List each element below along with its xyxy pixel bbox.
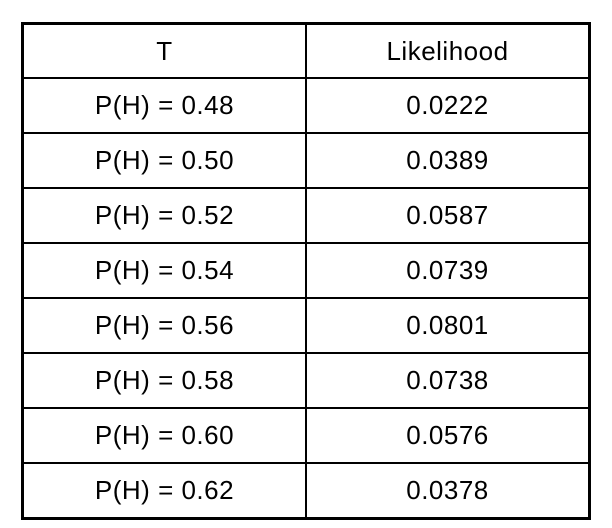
t-cell: P(H) = 0.48: [21, 77, 307, 134]
t-cell: P(H) = 0.56: [21, 297, 307, 354]
table-row: P(H) = 0.62 0.0378: [21, 462, 591, 520]
table-row: P(H) = 0.54 0.0739: [21, 242, 591, 299]
likelihood-cell: 0.0378: [305, 462, 591, 520]
likelihood-cell: 0.0587: [305, 187, 591, 244]
likelihood-cell: 0.0222: [305, 77, 591, 134]
t-cell: P(H) = 0.58: [21, 352, 307, 409]
t-cell: P(H) = 0.52: [21, 187, 307, 244]
table-row: P(H) = 0.48 0.0222: [21, 77, 591, 134]
table-row: P(H) = 0.60 0.0576: [21, 407, 591, 464]
t-cell: P(H) = 0.62: [21, 462, 307, 520]
table-row: P(H) = 0.52 0.0587: [21, 187, 591, 244]
table-row: P(H) = 0.58 0.0738: [21, 352, 591, 409]
t-cell: P(H) = 0.50: [21, 132, 307, 189]
likelihood-table: T Likelihood P(H) = 0.48 0.0222 P(H) = 0…: [21, 22, 591, 520]
likelihood-cell: 0.0801: [305, 297, 591, 354]
likelihood-cell: 0.0389: [305, 132, 591, 189]
column-header-t: T: [21, 22, 307, 79]
likelihood-cell: 0.0576: [305, 407, 591, 464]
likelihood-cell: 0.0739: [305, 242, 591, 299]
column-header-likelihood: Likelihood: [305, 22, 591, 79]
t-cell: P(H) = 0.60: [21, 407, 307, 464]
header-row: T Likelihood: [21, 22, 591, 79]
likelihood-cell: 0.0738: [305, 352, 591, 409]
table-row: P(H) = 0.50 0.0389: [21, 132, 591, 189]
table-row: P(H) = 0.56 0.0801: [21, 297, 591, 354]
t-cell: P(H) = 0.54: [21, 242, 307, 299]
